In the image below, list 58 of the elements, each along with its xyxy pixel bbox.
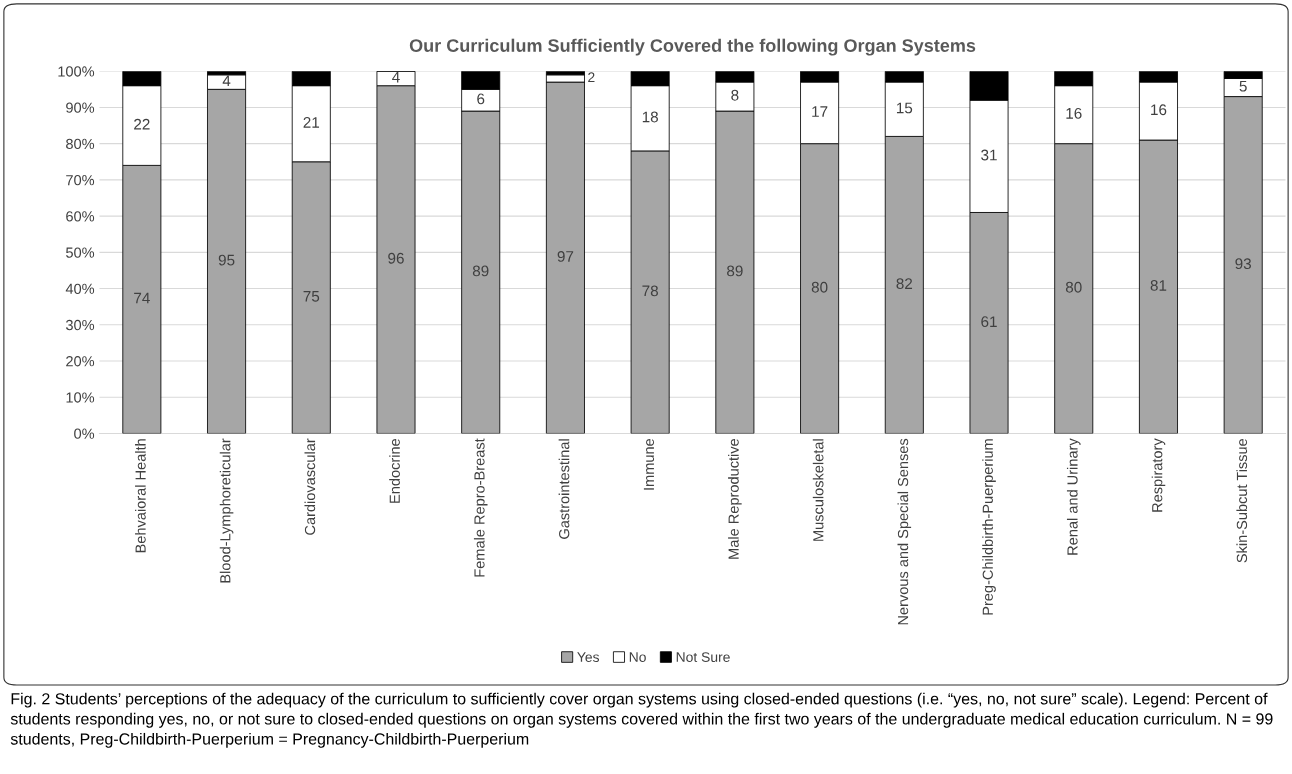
x-tick-label: Endocrine (389, 438, 400, 503)
data-label: 16 (1151, 104, 1167, 116)
data-label: 95 (218, 254, 235, 266)
data-label: 93 (1235, 258, 1252, 270)
x-tick-label: Gastrointestinal (558, 439, 570, 539)
legend-label: Not Sure (676, 652, 730, 662)
y-tick-label: 60% (66, 211, 95, 222)
y-tick-label: 90% (66, 102, 95, 113)
data-label: 4 (392, 71, 400, 83)
x-tick-label: Immune (643, 438, 655, 490)
y-tick-label: 20% (66, 356, 95, 367)
x-tick-label: Renal and Urinary (1066, 438, 1081, 555)
y-tick-label: 70% (66, 174, 95, 186)
data-label: 89 (727, 265, 743, 277)
y-tick-label: 0% (74, 428, 95, 439)
x-tick-label: Musculoskeletal (812, 439, 824, 541)
x-tick-label: Respiratory (1151, 438, 1166, 512)
data-label: 96 (388, 252, 404, 264)
data-label: 16 (1066, 107, 1082, 119)
data-label: 97 (557, 251, 574, 262)
chart-title: Our Curriculum Sufficiently Covered the following Organ Systems (409, 38, 976, 56)
y-tick-label: 50% (66, 247, 95, 258)
data-label: 8 (731, 89, 739, 101)
data-label: 82 (896, 278, 913, 290)
data-label: 75 (303, 291, 320, 302)
y-tick-label: 80% (66, 138, 95, 150)
y-tick-label: 100% (58, 66, 95, 77)
data-label: 4 (222, 75, 231, 87)
data-label: 89 (472, 265, 489, 277)
x-tick-label: Cardiovascular (304, 438, 316, 535)
data-label: 78 (642, 285, 658, 297)
data-label: 22 (134, 118, 150, 130)
legend-label: Yes (577, 652, 600, 662)
data-label: 6 (477, 93, 485, 105)
y-tick-label: 40% (65, 283, 95, 294)
data-label: 15 (896, 102, 913, 114)
data-label: 17 (812, 106, 828, 117)
data-label: 2 (588, 72, 595, 83)
data-label: 18 (642, 111, 658, 123)
data-label: 80 (811, 281, 828, 293)
data-label: 81 (1150, 280, 1167, 291)
data-label: 21 (303, 117, 320, 128)
legend-label: No (629, 652, 646, 662)
data-label: 5 (1239, 80, 1247, 92)
x-tick-label: Female Repro-Breast (473, 438, 488, 577)
x-tick-label: Nervous and Special Senses (897, 438, 912, 625)
caption: Fig. 2 Students’ perceptions of the adequacy of the curriculum to sufficiently cover organ systems using closed-ended questions (i.e. “yes, no, not sure” scale). Legend: Percent of students responding yes, no, or not sure to closed-ended questions on organ systems covered within the first two years of the undergraduate medical education curriculum. N = 99 students, Preg-Childbirth-Puerperium = Pregnancy-Childbirth-Puerperium (10, 692, 1273, 748)
y-tick-label: 10% (66, 392, 95, 403)
data-label: 31 (981, 149, 997, 161)
x-tick-label: Skin-Subcut Tissue (1236, 438, 1248, 563)
x-tick-label: Blood-Lymphoreticular (219, 438, 234, 583)
y-tick-label: 30% (65, 319, 95, 331)
x-tick-label: Preg-Childbirth-Puerperium (982, 439, 996, 615)
x-tick-label: Behvaioral Health (135, 439, 146, 553)
x-tick-label: Male Reproductive (728, 438, 742, 559)
data-label: 61 (981, 316, 997, 328)
data-label: 80 (1065, 281, 1082, 293)
data-label: 74 (134, 292, 150, 304)
